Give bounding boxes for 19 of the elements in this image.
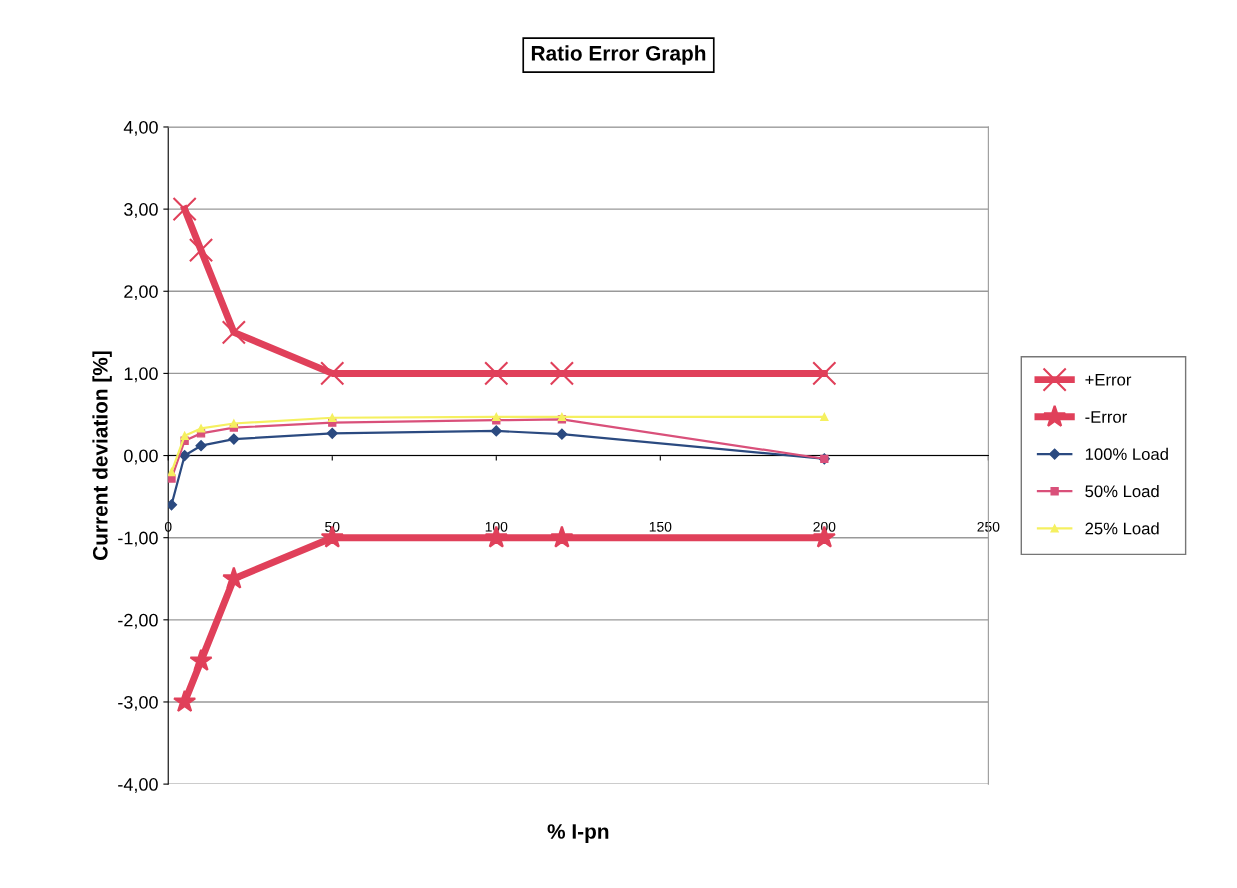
chart-title: Ratio Error Graph <box>531 45 706 65</box>
legend-label: 50% Load <box>1085 484 1159 498</box>
legend-label: 100% Load <box>1085 447 1168 461</box>
x-axis-title: % I-pn <box>547 824 609 843</box>
y-axis-title: Current deviation [%] <box>92 351 112 561</box>
x-tick-label: 150 <box>649 521 672 532</box>
legend-label: -Error <box>1085 411 1127 423</box>
x-tick-label: 250 <box>977 521 1000 532</box>
y-tick-label: -4,00 <box>118 778 158 793</box>
y-tick-label: -1,00 <box>118 531 158 547</box>
legend-label: +Error <box>1085 373 1132 386</box>
y-tick-label: 3,00 <box>124 203 158 218</box>
y-tick-label: 0,00 <box>124 449 158 465</box>
y-tick-label: 1,00 <box>124 367 158 383</box>
y-tick-label: -3,00 <box>118 695 158 711</box>
y-tick-label: 4,00 <box>123 120 158 136</box>
y-tick-label: -2,00 <box>118 613 158 629</box>
y-tick-label: 2,00 <box>124 285 158 301</box>
legend-label: 25% Load <box>1085 522 1159 535</box>
